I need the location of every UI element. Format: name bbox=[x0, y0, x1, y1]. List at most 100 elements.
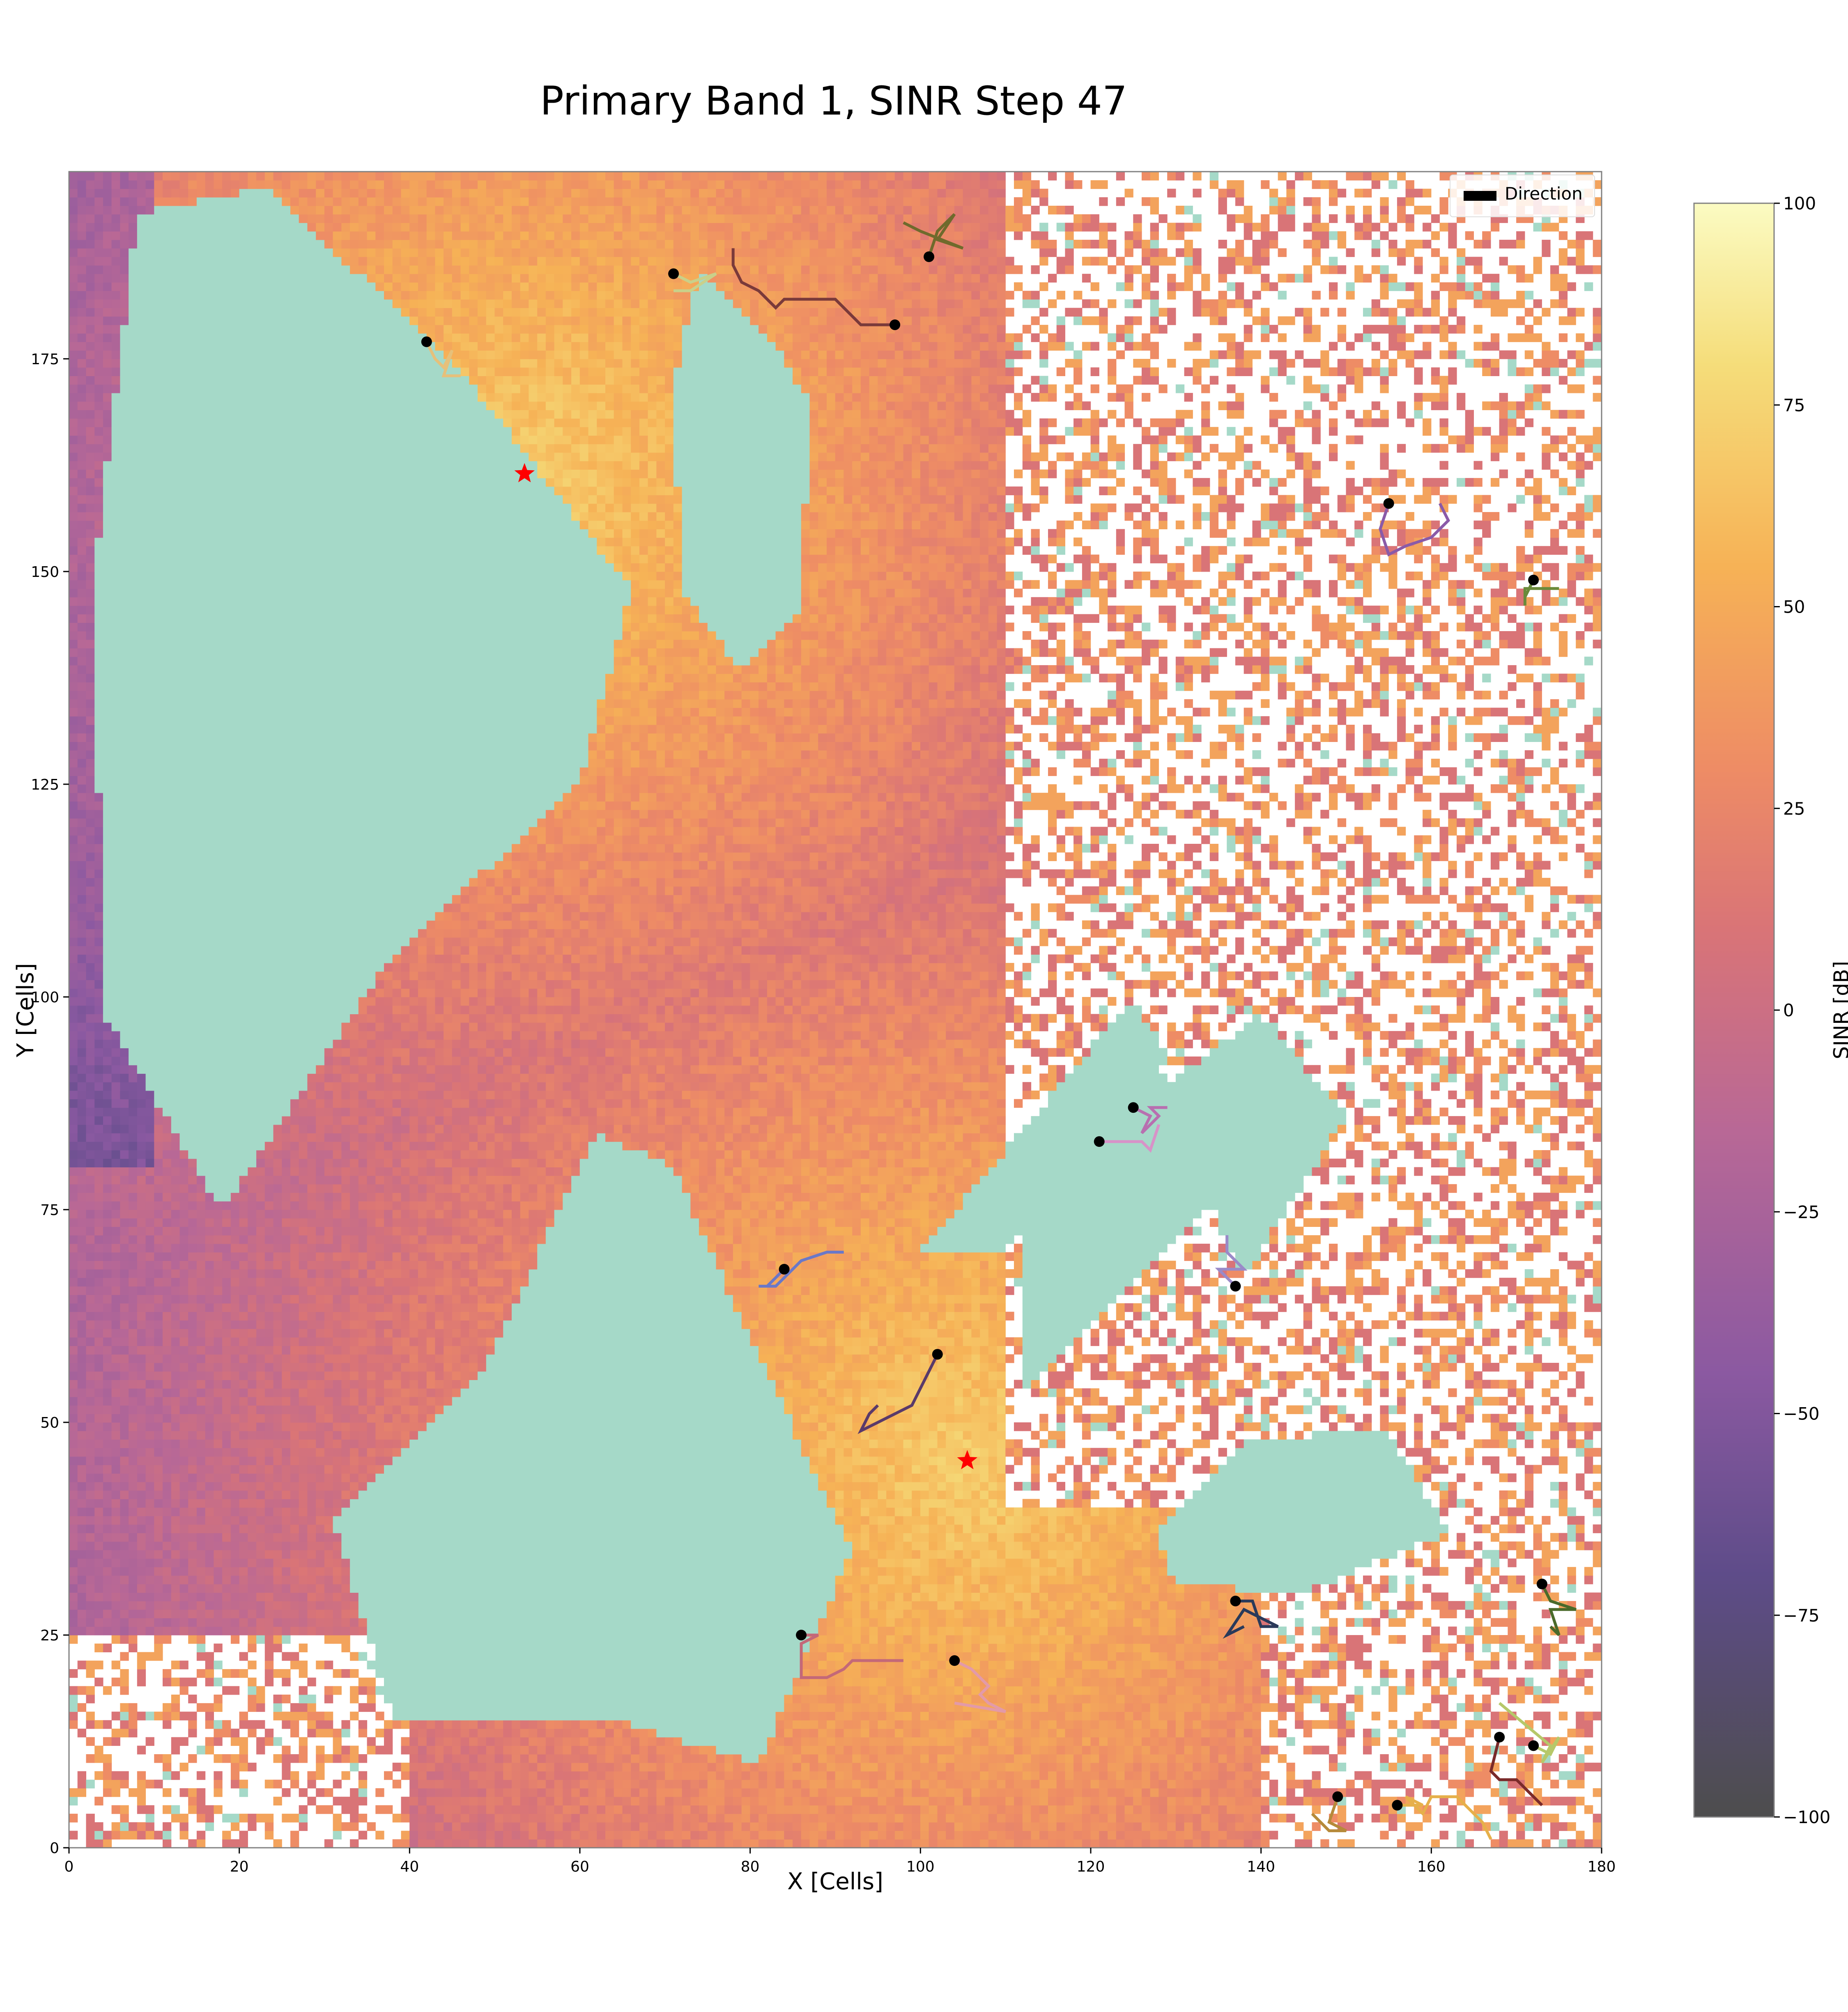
heatmap-cell bbox=[112, 436, 120, 444]
heatmap-cell bbox=[103, 1099, 112, 1108]
heatmap-cell bbox=[146, 844, 154, 852]
heatmap-cell bbox=[78, 1235, 86, 1244]
heatmap-cell bbox=[120, 1226, 129, 1235]
heatmap-cell bbox=[120, 1133, 129, 1142]
heatmap-cell bbox=[94, 1091, 103, 1099]
heatmap-cell bbox=[154, 793, 163, 802]
heatmap-cell bbox=[137, 878, 146, 887]
heatmap-cell bbox=[86, 274, 95, 283]
heatmap-cell bbox=[120, 1337, 129, 1346]
heatmap-cell bbox=[86, 555, 95, 563]
heatmap-cell bbox=[78, 929, 86, 937]
heatmap-cell bbox=[120, 1388, 129, 1397]
heatmap-cell bbox=[146, 1201, 154, 1210]
heatmap-cell bbox=[86, 1278, 95, 1286]
heatmap-cell bbox=[86, 861, 95, 870]
heatmap-cell bbox=[69, 1312, 78, 1321]
heatmap-cell bbox=[129, 274, 137, 283]
heatmap-cell bbox=[120, 1465, 129, 1474]
heatmap-cell bbox=[129, 1235, 137, 1244]
heatmap-cell bbox=[94, 546, 103, 555]
heatmap-cell bbox=[112, 1678, 120, 1686]
heatmap-cell bbox=[146, 393, 154, 402]
heatmap-cell bbox=[129, 1618, 137, 1627]
heatmap-cell bbox=[154, 1125, 163, 1133]
heatmap-cell bbox=[69, 376, 78, 384]
heatmap-cell bbox=[86, 1116, 95, 1125]
heatmap-cell bbox=[103, 1116, 112, 1125]
heatmap-cell bbox=[129, 1210, 137, 1218]
heatmap-cell bbox=[86, 988, 95, 997]
heatmap-cell bbox=[86, 691, 95, 699]
heatmap-cell bbox=[120, 1371, 129, 1380]
heatmap-cell bbox=[78, 1456, 86, 1465]
heatmap-cell bbox=[154, 1644, 163, 1652]
heatmap-cell bbox=[112, 1576, 120, 1584]
heatmap-cell bbox=[103, 631, 112, 640]
heatmap-cell bbox=[86, 1201, 95, 1210]
heatmap-cell bbox=[103, 1780, 112, 1788]
heatmap-cell bbox=[103, 903, 112, 912]
heatmap-cell bbox=[112, 1022, 120, 1031]
heatmap-cell bbox=[120, 903, 129, 912]
heatmap-cell bbox=[146, 793, 154, 802]
heatmap-cell bbox=[120, 682, 129, 691]
heatmap-cell bbox=[103, 214, 112, 223]
heatmap-cell bbox=[112, 818, 120, 827]
heatmap-cell bbox=[94, 1720, 103, 1729]
heatmap-cell bbox=[129, 946, 137, 955]
heatmap-cell bbox=[78, 240, 86, 248]
heatmap-cell bbox=[137, 444, 146, 452]
heatmap-cell bbox=[129, 1065, 137, 1074]
heatmap-cell bbox=[78, 1618, 86, 1627]
heatmap-cell bbox=[69, 640, 78, 648]
heatmap-cell bbox=[146, 308, 154, 317]
heatmap-cell bbox=[146, 1091, 154, 1099]
heatmap-cell bbox=[120, 223, 129, 232]
heatmap-cell bbox=[137, 1337, 146, 1346]
heatmap-cell bbox=[69, 1329, 78, 1337]
heatmap-cell bbox=[86, 980, 95, 989]
heatmap-cell bbox=[86, 461, 95, 470]
heatmap-cell bbox=[69, 214, 78, 223]
heatmap-cell bbox=[78, 1439, 86, 1448]
heatmap-cell bbox=[146, 1592, 154, 1601]
heatmap-cell bbox=[69, 1295, 78, 1303]
heatmap-cell bbox=[86, 972, 95, 980]
heatmap-cell bbox=[103, 861, 112, 870]
heatmap-cell bbox=[137, 1397, 146, 1406]
heatmap-cell bbox=[154, 1252, 163, 1261]
heatmap-cell bbox=[86, 1354, 95, 1363]
heatmap-cell bbox=[103, 1210, 112, 1218]
heatmap-cell bbox=[112, 214, 120, 223]
heatmap-cell bbox=[129, 555, 137, 563]
heatmap-cell bbox=[112, 359, 120, 367]
heatmap-cell bbox=[69, 1142, 78, 1150]
heatmap-cell bbox=[103, 1686, 112, 1695]
heatmap-cell bbox=[69, 852, 78, 861]
heatmap-cell bbox=[94, 767, 103, 776]
heatmap-cell bbox=[103, 257, 112, 265]
heatmap-cell bbox=[112, 852, 120, 861]
heatmap-cell bbox=[86, 640, 95, 648]
heatmap-cell bbox=[129, 1006, 137, 1014]
heatmap-cell bbox=[112, 1091, 120, 1099]
heatmap-cell bbox=[78, 231, 86, 240]
heatmap-cell bbox=[146, 708, 154, 717]
heatmap-cell bbox=[78, 316, 86, 325]
heatmap-cell bbox=[103, 1592, 112, 1601]
heatmap-cell bbox=[112, 1380, 120, 1388]
heatmap-cell bbox=[129, 1729, 137, 1737]
heatmap-cell bbox=[120, 274, 129, 283]
heatmap-cell bbox=[103, 1125, 112, 1133]
heatmap-cell bbox=[69, 325, 78, 333]
heatmap-cell bbox=[154, 1635, 163, 1644]
heatmap-cell bbox=[137, 1320, 146, 1329]
heatmap-cell bbox=[112, 1107, 120, 1116]
heatmap-cell bbox=[146, 733, 154, 742]
heatmap-cell bbox=[78, 640, 86, 648]
heatmap-cell bbox=[78, 1661, 86, 1669]
heatmap-cell bbox=[103, 1235, 112, 1244]
heatmap-cell bbox=[86, 1720, 95, 1729]
heatmap-cell bbox=[137, 725, 146, 733]
